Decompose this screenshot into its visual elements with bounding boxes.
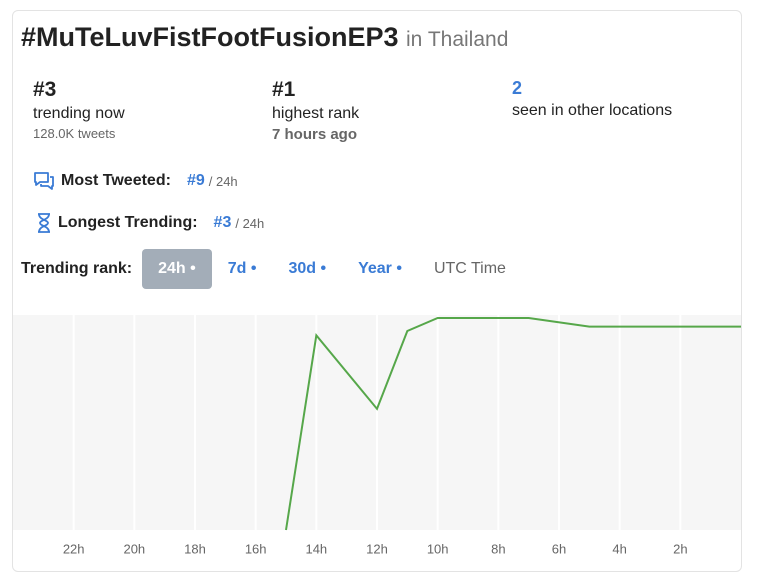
chat-icon xyxy=(34,172,54,190)
stat: #1 highest rank 7 hours ago xyxy=(272,78,359,143)
stat-value: #3 xyxy=(33,78,57,101)
stat-value: #1 xyxy=(272,78,296,101)
record-label: Most Tweeted: xyxy=(61,172,171,189)
tab[interactable]: Year • xyxy=(358,260,402,277)
stat-sub: 7 hours ago xyxy=(272,126,358,143)
x-tick-label: 20h xyxy=(123,541,145,556)
hashtag: #MuTeLuvFistFootFusionEP3 xyxy=(21,22,399,52)
record-label: Longest Trending: xyxy=(58,214,198,231)
tab[interactable]: 7d • xyxy=(227,260,257,277)
location: in Thailand xyxy=(406,28,509,51)
x-tick-label: 22h xyxy=(63,541,85,556)
record: Most Tweeted: #9 / 24h xyxy=(33,170,238,192)
stat: #3 trending now 128.0K tweets xyxy=(33,78,125,141)
x-tick-label: 8h xyxy=(491,541,505,556)
x-tick-label: 6h xyxy=(552,541,566,556)
x-tick-label: 4h xyxy=(612,541,626,556)
x-tick-label: 2h xyxy=(673,541,687,556)
stat-value: 2 xyxy=(512,78,523,98)
rank-line xyxy=(285,317,741,531)
tab-bar-label: Trending rank: xyxy=(21,260,133,277)
x-tick-label: 12h xyxy=(366,541,388,556)
stat-sub: 128.0K tweets xyxy=(33,126,116,141)
x-tick-label: 14h xyxy=(305,541,327,556)
x-tick-label: 10h xyxy=(427,541,449,556)
hourglass-icon xyxy=(38,213,50,233)
x-tick-label: 16h xyxy=(245,541,267,556)
page: #MuTeLuvFistFootFusionEP3 in Thailand #3… xyxy=(12,10,742,572)
record-rank: #3 xyxy=(213,214,232,231)
record: Longest Trending: #3 / 24h xyxy=(36,212,264,234)
stat: 2 seen in other locations xyxy=(512,78,672,120)
chart: 22h 20h 18h 16h 14h 12h 10h 8h 6h 4h 2h xyxy=(62,317,741,556)
tab[interactable]: 24h • xyxy=(142,249,212,289)
stat-label: seen in other locations xyxy=(512,102,673,119)
tab[interactable]: 30d • xyxy=(288,260,327,277)
stat-label: highest rank xyxy=(272,105,360,122)
title: #MuTeLuvFistFootFusionEP3 in Thailand xyxy=(21,22,508,53)
tab[interactable]: UTC Time xyxy=(433,260,506,277)
record-period: / 24h xyxy=(208,173,238,189)
stat-label: trending now xyxy=(33,105,125,122)
record-period: / 24h xyxy=(235,215,265,231)
tab-bar: Trending rank: 24h • 7d • 30d • Year • UTC T… xyxy=(21,249,522,289)
x-tick-label: 18h xyxy=(184,541,206,556)
record-rank: #9 xyxy=(186,172,205,189)
